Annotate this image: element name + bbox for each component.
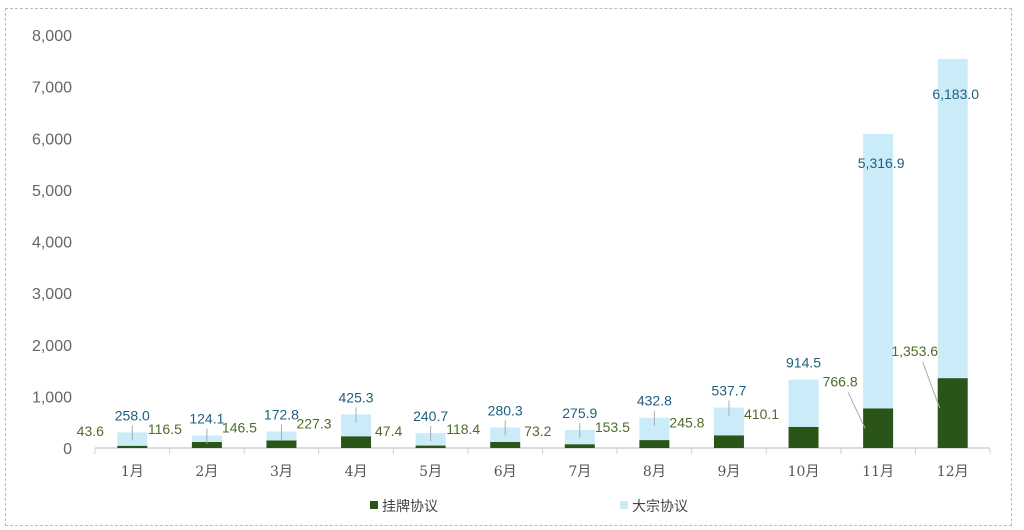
x-tick-label: 7月 bbox=[568, 464, 591, 480]
bar-guapai bbox=[863, 408, 894, 448]
data-label-guapai: 766.8 bbox=[823, 373, 858, 389]
y-tick-label: 0 bbox=[63, 441, 72, 458]
bar-guapai bbox=[341, 436, 372, 448]
y-tick-label: 1,000 bbox=[32, 389, 72, 406]
x-tick-label: 1月 bbox=[121, 464, 144, 480]
data-label-dazong: 124.1 bbox=[189, 411, 224, 427]
bar-guapai bbox=[415, 445, 446, 448]
y-tick-label: 2,000 bbox=[32, 338, 72, 355]
data-label-dazong: 258.0 bbox=[115, 407, 150, 423]
bar-dazong bbox=[341, 414, 372, 437]
bar-guapai bbox=[713, 435, 744, 448]
chart-frame bbox=[5, 8, 1012, 526]
data-label-dazong: 280.3 bbox=[488, 402, 523, 418]
bar-dazong bbox=[863, 133, 894, 409]
bar-guapai bbox=[639, 440, 670, 448]
legend-label-dazong: 大宗协议 bbox=[632, 498, 688, 514]
x-tick-label: 5月 bbox=[419, 464, 442, 480]
y-tick-label: 8,000 bbox=[32, 28, 72, 45]
data-label-guapai: 118.4 bbox=[446, 421, 480, 437]
data-label-dazong: 5,316.9 bbox=[858, 155, 905, 171]
data-label-guapai: 43.6 bbox=[77, 423, 104, 439]
y-tick-label: 4,000 bbox=[32, 235, 72, 252]
data-label-guapai: 1,353.6 bbox=[891, 343, 938, 359]
x-tick-label: 4月 bbox=[345, 464, 368, 480]
data-label-dazong: 172.8 bbox=[264, 407, 299, 423]
data-label-guapai: 245.8 bbox=[669, 414, 704, 430]
x-tick-label: 11月 bbox=[862, 464, 894, 480]
x-tick-label: 2月 bbox=[195, 464, 218, 480]
bar-guapai bbox=[564, 444, 595, 448]
y-tick-label: 7,000 bbox=[32, 80, 72, 97]
data-label-dazong: 240.7 bbox=[413, 408, 448, 424]
data-label-guapai: 73.2 bbox=[524, 423, 551, 439]
x-tick-label: 8月 bbox=[643, 464, 666, 480]
data-label-guapai: 47.4 bbox=[375, 423, 402, 439]
leader-line bbox=[922, 361, 941, 409]
leader-line bbox=[847, 392, 866, 429]
data-label-guapai: 116.5 bbox=[148, 421, 182, 437]
bar-guapai bbox=[490, 441, 521, 448]
data-label-dazong: 425.3 bbox=[339, 389, 374, 405]
legend-label-guapai: 挂牌协议 bbox=[382, 498, 438, 514]
legend-swatch-dazong bbox=[620, 501, 628, 509]
data-label-dazong: 537.7 bbox=[711, 383, 746, 399]
y-tick-label: 5,000 bbox=[32, 183, 72, 200]
bar-dazong bbox=[937, 58, 968, 379]
data-label-dazong: 432.8 bbox=[637, 393, 672, 409]
data-label-guapai: 410.1 bbox=[744, 406, 779, 422]
data-label-guapai: 146.5 bbox=[222, 419, 257, 435]
x-tick-label: 3月 bbox=[270, 464, 293, 480]
y-tick-label: 3,000 bbox=[32, 286, 72, 303]
bar-guapai bbox=[191, 441, 222, 448]
x-tick-label: 9月 bbox=[717, 464, 740, 480]
data-label-dazong: 914.5 bbox=[786, 355, 821, 371]
data-label-guapai: 153.5 bbox=[595, 419, 630, 435]
data-label-dazong: 6,183.0 bbox=[932, 86, 979, 102]
bar-dazong bbox=[639, 417, 670, 441]
bar-guapai bbox=[937, 378, 968, 448]
legend-swatch-guapai bbox=[370, 501, 378, 509]
data-label-guapai: 227.3 bbox=[297, 415, 332, 431]
x-tick-label: 6月 bbox=[494, 464, 517, 480]
bar-guapai bbox=[788, 426, 819, 448]
data-label-dazong: 275.9 bbox=[562, 405, 597, 421]
bar-dazong bbox=[788, 379, 819, 427]
bar-guapai bbox=[266, 440, 297, 448]
y-tick-label: 6,000 bbox=[32, 131, 72, 148]
x-tick-label: 10月 bbox=[788, 464, 820, 480]
bar-guapai bbox=[117, 445, 148, 448]
x-tick-label: 12月 bbox=[937, 464, 969, 480]
